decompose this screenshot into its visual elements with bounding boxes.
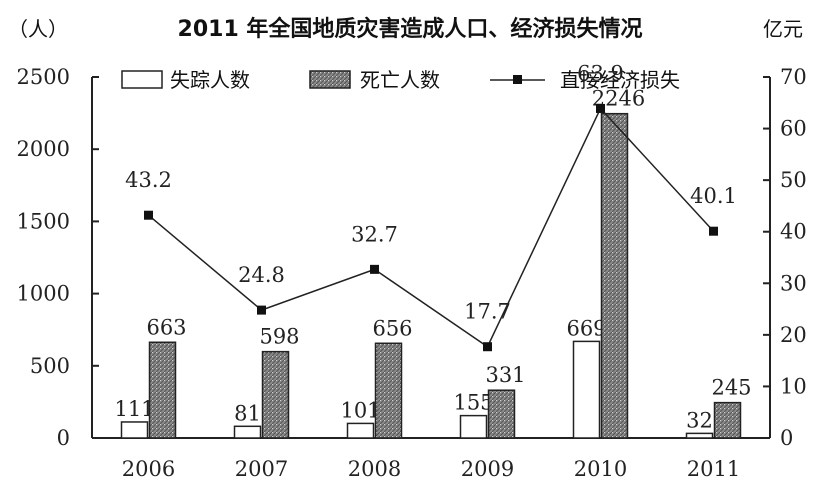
right-tick-label: 20	[780, 323, 807, 347]
marker-loss	[709, 226, 718, 236]
data-label-missing: 155	[453, 391, 493, 415]
bar-deaths	[487, 389, 516, 439]
chart-title: 2011 年全国地质灾害造成人口、经济损失情况	[178, 16, 643, 42]
left-tick-label: 1000	[17, 282, 70, 306]
left-tick-label: 1500	[17, 209, 70, 233]
data-label-missing: 32	[686, 408, 713, 432]
right-tick-label: 10	[780, 374, 807, 398]
data-label-loss: 24.8	[238, 263, 285, 287]
data-label-missing: 81	[234, 401, 261, 425]
data-label-loss: 17.7	[464, 300, 511, 324]
data-label-loss: 40.1	[690, 184, 737, 208]
legend-label-deaths: 死亡人数	[360, 68, 440, 92]
marker-loss	[370, 264, 379, 274]
x-tick-label: 2006	[122, 457, 175, 481]
data-label-missing: 101	[340, 398, 380, 422]
left-tick-label: 2500	[17, 65, 70, 89]
bar-missing	[459, 414, 488, 439]
data-label-missing: 111	[114, 397, 154, 421]
x-tick-label: 2009	[461, 457, 514, 481]
data-label-deaths: 331	[485, 363, 525, 387]
legend: 失踪人数 死亡人数 直接经济损失	[121, 68, 680, 92]
plot-area: 0 500 1000 1500 2000 2500 0 10 20 30 40 50 60 70 2006 1…	[17, 61, 807, 481]
bar-deaths	[261, 350, 290, 439]
marker-loss	[596, 103, 605, 113]
bar-missing	[346, 422, 375, 439]
bar-missing	[572, 340, 601, 439]
left-tick-label: 0	[57, 426, 70, 450]
data-label-loss: 63.9	[577, 61, 624, 85]
bar-missing	[233, 425, 262, 439]
data-label-deaths: 245	[711, 376, 751, 400]
x-tick-label: 2007	[235, 457, 288, 481]
legend-marker-loss	[513, 75, 522, 84]
line-loss	[148, 107, 715, 348]
bar-deaths	[148, 341, 177, 439]
legend-swatch-deaths	[309, 70, 351, 89]
x-tick-label: 2011	[687, 457, 740, 481]
data-label-missing: 669	[566, 316, 606, 340]
bar-deaths	[713, 401, 742, 439]
data-label-loss: 32.7	[351, 222, 398, 246]
right-tick-label: 70	[780, 65, 807, 89]
bar-deaths	[374, 342, 403, 439]
left-tick-label: 2000	[17, 137, 70, 161]
marker-loss	[483, 342, 492, 352]
right-tick-label: 60	[780, 117, 807, 141]
right-tick-label: 30	[780, 271, 807, 295]
legend-label-loss: 直接经济损失	[560, 68, 680, 92]
right-tick-label: 0	[780, 426, 793, 450]
legend-label-missing: 失踪人数	[170, 68, 250, 92]
x-tick-label: 2008	[348, 457, 401, 481]
bar-missing	[685, 432, 714, 439]
data-label-deaths: 663	[146, 315, 186, 339]
bar-deaths	[600, 112, 629, 439]
right-tick-label: 40	[780, 220, 807, 244]
right-axis-unit: 亿元	[763, 17, 803, 41]
bar-missing	[120, 421, 149, 439]
left-axis-unit: （人）	[8, 17, 68, 41]
data-label-deaths: 598	[259, 325, 299, 349]
data-label-deaths: 656	[372, 316, 412, 340]
x-tick-label: 2010	[574, 457, 627, 481]
right-tick-label: 50	[780, 168, 807, 192]
marker-loss	[257, 305, 266, 315]
data-label-loss: 43.2	[125, 168, 172, 192]
legend-swatch-missing	[121, 70, 163, 89]
marker-loss	[144, 210, 153, 220]
left-tick-label: 500	[30, 354, 70, 378]
